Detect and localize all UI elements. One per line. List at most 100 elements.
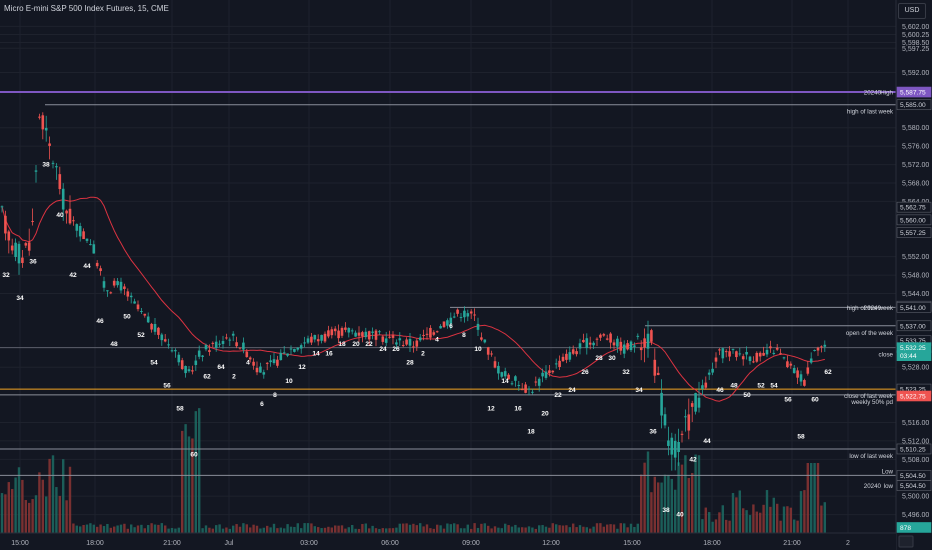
candle-body xyxy=(327,330,330,337)
price-tick-label: 5,512.00 xyxy=(902,438,929,445)
scale-settings-icon[interactable] xyxy=(898,535,914,548)
volume-bar xyxy=(96,526,99,533)
volume-bar xyxy=(541,525,544,533)
candle-body xyxy=(775,347,779,350)
volume-bar xyxy=(102,526,106,533)
volume-bar xyxy=(157,524,160,533)
volume-bar xyxy=(191,438,194,533)
volume-bar xyxy=(187,436,191,533)
volume-bar xyxy=(759,512,762,533)
volume-bar xyxy=(72,523,75,533)
candles xyxy=(0,112,827,471)
volume-bar xyxy=(578,525,582,533)
volume-bar xyxy=(181,430,184,533)
candle-body xyxy=(646,333,650,349)
price-tick-label: 5,597.25 xyxy=(902,46,929,53)
volume-bar xyxy=(228,528,231,533)
price-badge xyxy=(896,320,932,332)
candle-body xyxy=(371,331,374,333)
volume-bar xyxy=(269,527,272,533)
candle-body xyxy=(44,127,48,131)
time-label: 18:00 xyxy=(86,540,104,547)
candle-body xyxy=(643,338,646,348)
candle-body xyxy=(806,367,810,374)
candle-body xyxy=(534,381,538,383)
volume-bar xyxy=(810,463,813,533)
candle-body xyxy=(752,361,755,363)
volume-bar xyxy=(412,523,415,533)
candle-body xyxy=(381,336,385,342)
candle-body xyxy=(68,208,72,224)
candle-body xyxy=(612,342,616,346)
candle-body xyxy=(218,343,221,345)
price-badge-text: 5,585.00 xyxy=(900,102,926,109)
candle-count-label: 12 xyxy=(487,406,495,413)
candle-body xyxy=(242,342,245,350)
candle-body xyxy=(17,243,21,264)
volume-bar xyxy=(164,525,167,533)
candle-body xyxy=(31,220,34,222)
volume-bar xyxy=(446,523,449,533)
volume-bar xyxy=(575,527,578,533)
candle-body xyxy=(112,280,116,286)
candle-body xyxy=(51,162,55,164)
volume-bar xyxy=(408,524,412,533)
volume-bar xyxy=(589,528,592,533)
candle-body xyxy=(544,371,548,378)
volume-bar xyxy=(133,527,136,533)
volume-bar xyxy=(371,525,374,533)
candle-body xyxy=(463,310,466,318)
candle-body xyxy=(650,330,653,342)
volume-bar xyxy=(599,523,602,533)
candle-body xyxy=(473,314,476,316)
volume-bar xyxy=(68,466,72,533)
volume-bar xyxy=(609,524,612,533)
volume-bar xyxy=(721,505,724,533)
candle-body xyxy=(786,361,789,368)
volume-bar xyxy=(242,523,245,533)
volume-bar xyxy=(606,524,609,533)
candle-body xyxy=(561,356,565,362)
candle-count-label: 50 xyxy=(743,392,751,399)
candle-body xyxy=(602,334,606,336)
candle-body xyxy=(741,356,745,360)
candle-count-label: 34 xyxy=(16,295,24,302)
candle-body xyxy=(629,341,633,351)
time-axis[interactable] xyxy=(0,533,896,550)
volume-bar xyxy=(572,523,575,533)
candle-count-label: 36 xyxy=(29,258,37,265)
volume-bar xyxy=(198,408,201,533)
candle-body xyxy=(578,343,582,349)
candle-body xyxy=(670,437,674,455)
level-label: High xyxy=(880,90,893,97)
currency-button[interactable]: USD xyxy=(898,3,926,19)
candle-body xyxy=(191,370,194,372)
volume-bar xyxy=(75,525,78,533)
volume-bar xyxy=(470,528,473,533)
volume-bar xyxy=(177,527,180,533)
candle-body xyxy=(153,324,157,332)
candle-body xyxy=(7,231,11,241)
volume-bar xyxy=(34,495,38,533)
volume-bar xyxy=(538,525,541,533)
candle-body xyxy=(799,374,803,382)
volume-bar xyxy=(92,524,95,533)
candle-body xyxy=(585,338,589,349)
price-tick-label: 5,528.00 xyxy=(902,365,929,372)
volume-bar xyxy=(293,526,296,533)
candle-count-label: 42 xyxy=(689,456,697,463)
volume-bar xyxy=(337,525,340,533)
price-badge-text: 5,557.25 xyxy=(900,230,926,237)
candle-body xyxy=(350,330,354,332)
volume-bar xyxy=(602,526,605,533)
volume-bar xyxy=(218,524,221,533)
volume-bar xyxy=(99,524,102,533)
candle-body xyxy=(211,342,215,344)
volume-bar xyxy=(310,523,313,533)
volume-bar xyxy=(0,493,4,533)
volume-bar xyxy=(215,525,218,533)
candle-body xyxy=(378,331,381,333)
volume-bar xyxy=(691,473,694,533)
candle-body xyxy=(609,333,612,343)
